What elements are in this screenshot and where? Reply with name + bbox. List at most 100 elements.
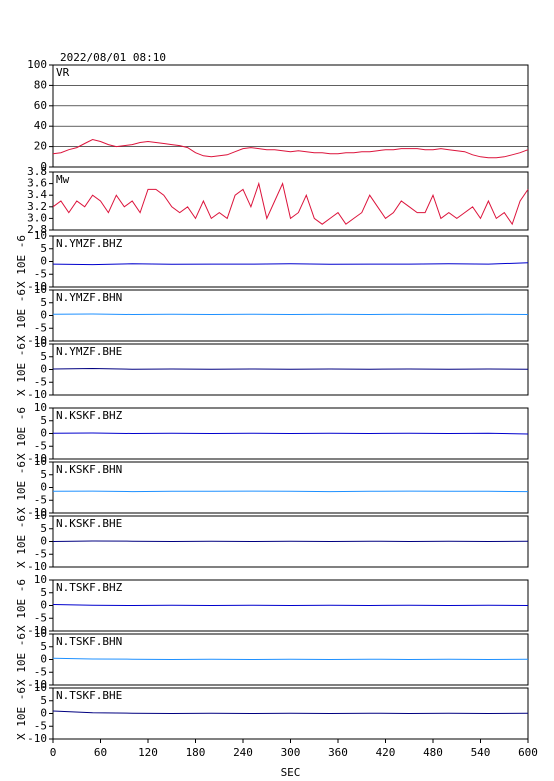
x-tick-label: 420 — [376, 746, 396, 759]
y-tick-label: 3.2 — [27, 200, 47, 213]
x-tick-label: 540 — [471, 746, 491, 759]
y-tick-label: -5 — [34, 321, 47, 334]
y-tick-label: 5 — [40, 414, 47, 427]
y-tick-label: 10 — [34, 573, 47, 586]
y-tick-label: 100 — [27, 58, 47, 71]
y-tick-label: 0 — [40, 599, 47, 612]
y-tick-label: 5 — [40, 694, 47, 707]
y-tick-label: 5 — [40, 468, 47, 481]
y-tick-label: -10 — [27, 732, 47, 745]
panel-frame — [52, 461, 529, 514]
y-tick-label: 0 — [40, 255, 47, 268]
series-label: N.TSKF.BHE — [56, 689, 122, 702]
x-tick-label: 180 — [186, 746, 206, 759]
y-tick-label: -10 — [27, 334, 47, 347]
series-label: N.KSKF.BHE — [56, 517, 122, 530]
y-tick-label: 10 — [34, 627, 47, 640]
series-label: VR — [56, 66, 70, 79]
y-tick-label: -10 — [27, 452, 47, 465]
y-tick-label: 0 — [40, 653, 47, 666]
y-tick-label: 0 — [40, 160, 47, 173]
series-line — [52, 313, 529, 316]
y-tick-label: -10 — [27, 560, 47, 573]
y-tick-label: -10 — [27, 280, 47, 293]
x-tick-label: 60 — [94, 746, 107, 759]
y-tick-label: -10 — [27, 506, 47, 519]
y-tick-label: 5 — [40, 586, 47, 599]
panel-frame — [52, 235, 529, 288]
y-tick-label: 80 — [34, 78, 47, 91]
y-axis-label: X 10E -6 — [15, 235, 28, 288]
y-tick-label: 5 — [40, 242, 47, 255]
y-tick-label: 10 — [34, 401, 47, 414]
series-label: N.YMZF.BHN — [56, 291, 122, 304]
y-tick-label: 20 — [34, 140, 47, 153]
y-tick-label: -5 — [34, 611, 47, 624]
y-tick-label: -5 — [34, 665, 47, 678]
y-tick-label: 5 — [40, 350, 47, 363]
x-tick-label: 300 — [281, 746, 301, 759]
y-tick-label: -5 — [34, 439, 47, 452]
series-line — [52, 657, 529, 661]
series-label: N.TSKF.BHN — [56, 635, 122, 648]
chart-title: 2022/08/01 08:10 — [60, 51, 166, 64]
y-tick-label: 10 — [34, 681, 47, 694]
x-tick-label: 240 — [233, 746, 253, 759]
series-label: N.YMZF.BHZ — [56, 237, 123, 250]
y-axis-label: X 10E -6 — [15, 633, 28, 686]
y-tick-label: 0 — [40, 363, 47, 376]
series-line — [52, 540, 529, 543]
y-axis-label: X 10E -6 — [15, 407, 28, 460]
series-label: N.KSKF.BHN — [56, 463, 122, 476]
y-tick-label: 3.6 — [27, 177, 47, 190]
y-tick-label: 60 — [34, 99, 47, 112]
y-tick-label: 10 — [34, 455, 47, 468]
x-tick-label: 600 — [518, 746, 538, 759]
y-tick-label: -5 — [34, 719, 47, 732]
y-tick-label: -5 — [34, 375, 47, 388]
y-tick-label: 5 — [40, 640, 47, 653]
series-line — [52, 604, 529, 607]
y-axis-label: X 10E -6 — [15, 461, 28, 514]
series-line — [52, 490, 529, 493]
y-tick-label: -10 — [27, 624, 47, 637]
y-tick-label: 3.0 — [27, 211, 47, 224]
y-tick-label: 0 — [40, 427, 47, 440]
y-tick-label: -5 — [34, 547, 47, 560]
y-tick-label: 10 — [34, 229, 47, 242]
y-tick-label: 0 — [40, 481, 47, 494]
series-line — [52, 138, 529, 159]
y-tick-label: -5 — [34, 267, 47, 280]
series-label: N.TSKF.BHZ — [56, 581, 123, 594]
y-axis-label: X 10E -6 — [15, 515, 28, 568]
series-line — [52, 367, 529, 370]
x-tick-label: 360 — [328, 746, 348, 759]
y-tick-label: 10 — [34, 337, 47, 350]
y-tick-label: 0 — [40, 309, 47, 322]
y-tick-label: 10 — [34, 509, 47, 522]
y-axis-label: X 10E -6 — [15, 687, 28, 740]
y-axis-label: X 10E -6 — [15, 289, 28, 342]
x-tick-label: 0 — [50, 746, 57, 759]
y-tick-label: 3.8 — [27, 165, 47, 178]
y-tick-label: 2.8 — [27, 223, 47, 236]
x-tick-label: 480 — [423, 746, 443, 759]
y-tick-label: 5 — [40, 522, 47, 535]
series-line — [52, 710, 529, 715]
y-tick-label: 10 — [34, 283, 47, 296]
x-tick-label: 120 — [138, 746, 158, 759]
y-tick-label: -10 — [27, 388, 47, 401]
y-tick-label: 0 — [40, 707, 47, 720]
series-line — [52, 181, 529, 226]
x-axis-label: SEC — [281, 766, 301, 779]
series-line — [52, 432, 529, 435]
y-tick-label: 5 — [40, 296, 47, 309]
series-label: N.YMZF.BHE — [56, 345, 122, 358]
y-tick-label: 40 — [34, 119, 47, 132]
y-tick-label: -5 — [34, 493, 47, 506]
series-label: Mw — [56, 173, 70, 186]
y-tick-label: 3.4 — [27, 188, 47, 201]
panel-frame — [52, 289, 529, 342]
panel-frame — [52, 171, 529, 231]
y-tick-label: 0 — [40, 535, 47, 548]
